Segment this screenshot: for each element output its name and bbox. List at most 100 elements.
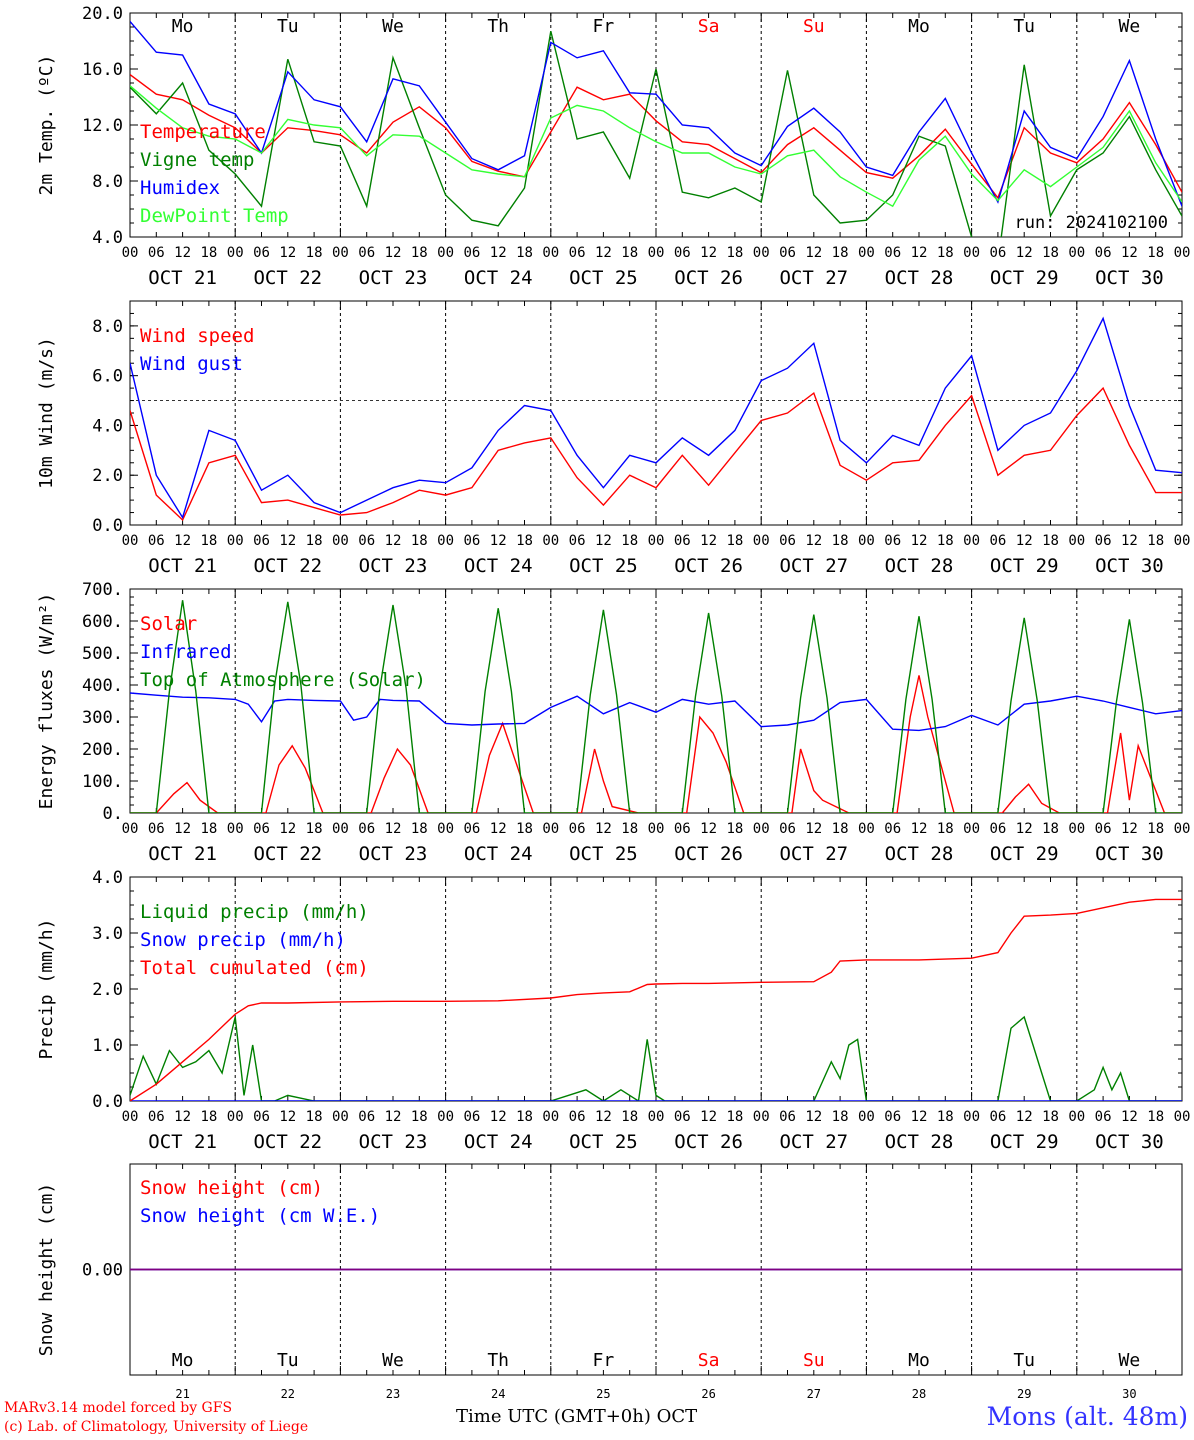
hour-tick-label: 00 xyxy=(122,533,139,549)
footer-lab: (c) Lab. of Climatology, University of L… xyxy=(4,1419,309,1435)
hour-tick-label: 00 xyxy=(648,245,665,261)
y-tick-label: 12.0 xyxy=(82,116,123,136)
hour-tick-label: 12 xyxy=(700,1109,717,1125)
hour-tick-label: 18 xyxy=(621,1109,638,1125)
series-line-0-3 xyxy=(130,85,1182,208)
hour-tick-label: 00 xyxy=(122,245,139,261)
date-label: OCT 30 xyxy=(1095,555,1164,577)
day-label: Th xyxy=(487,16,509,37)
hour-tick-label: 00 xyxy=(437,821,454,837)
hour-tick-label: 06 xyxy=(358,245,375,261)
series-line-0-0 xyxy=(130,74,1182,200)
hour-tick-label: 06 xyxy=(463,245,480,261)
hour-tick-label: 06 xyxy=(569,1109,586,1125)
series-line-0-2 xyxy=(130,20,1182,207)
hour-tick-label: 06 xyxy=(674,1109,691,1125)
footer-model: MARv3.14 model forced by GFS xyxy=(4,1400,233,1416)
date-label: OCT 24 xyxy=(464,555,533,577)
hour-tick-label: 12 xyxy=(385,533,402,549)
date-label: OCT 23 xyxy=(359,843,428,865)
hour-tick-label: 00 xyxy=(227,821,244,837)
day-label: Th xyxy=(487,1350,509,1371)
series-line-3-0 xyxy=(130,1015,1182,1101)
hour-tick-label: 00 xyxy=(437,533,454,549)
y-tick-label: 16.0 xyxy=(82,60,123,80)
hour-tick-label: 18 xyxy=(832,1109,849,1125)
hour-tick-label: 00 xyxy=(332,533,349,549)
hour-tick-label: 00 xyxy=(1068,1109,1085,1125)
hour-tick-label: 12 xyxy=(1121,1109,1138,1125)
hour-tick-label: 06 xyxy=(884,821,901,837)
date-label: OCT 25 xyxy=(569,267,638,289)
hour-tick-label: 18 xyxy=(937,821,954,837)
day-label: Su xyxy=(803,16,825,37)
series-line-0-1 xyxy=(130,31,1182,237)
day-label: Sa xyxy=(698,16,720,37)
y-tick-label: 200. xyxy=(82,740,123,760)
hour-tick-label: 00 xyxy=(1174,245,1191,261)
hour-tick-label: 06 xyxy=(569,533,586,549)
hour-tick-label: 00 xyxy=(1174,821,1191,837)
hour-tick-label: 12 xyxy=(174,245,191,261)
hour-tick-label: 06 xyxy=(989,533,1006,549)
date-label: OCT 30 xyxy=(1095,843,1164,865)
date-label: OCT 25 xyxy=(569,555,638,577)
y-tick-label: 100. xyxy=(82,772,123,792)
day-number-label: 21 xyxy=(175,1387,189,1401)
hour-tick-label: 12 xyxy=(1121,245,1138,261)
date-label: OCT 28 xyxy=(885,843,954,865)
panel-frame-0 xyxy=(129,12,1183,238)
date-label: OCT 24 xyxy=(464,843,533,865)
hour-tick-label: 12 xyxy=(1016,821,1033,837)
y-tick-label: 3.0 xyxy=(92,924,123,944)
y-tick-label: 0.0 xyxy=(92,516,123,536)
hour-tick-label: 18 xyxy=(516,245,533,261)
hour-tick-label: 06 xyxy=(989,1109,1006,1125)
hour-tick-label: 12 xyxy=(385,245,402,261)
hour-tick-label: 12 xyxy=(1016,1109,1033,1125)
day-number-label: 30 xyxy=(1122,1387,1136,1401)
y-tick-label: 6.0 xyxy=(92,367,123,387)
hour-tick-label: 06 xyxy=(569,821,586,837)
date-label: OCT 27 xyxy=(779,843,848,865)
date-label: OCT 22 xyxy=(253,267,322,289)
date-label: OCT 21 xyxy=(148,843,217,865)
date-label: OCT 26 xyxy=(674,555,743,577)
hour-tick-label: 18 xyxy=(516,821,533,837)
hour-tick-label: 18 xyxy=(832,821,849,837)
y-tick-label: 0.0 xyxy=(92,1092,123,1112)
day-label: Mo xyxy=(172,1350,194,1371)
date-label: OCT 23 xyxy=(359,267,428,289)
date-label: OCT 28 xyxy=(885,267,954,289)
y-tick-label: 0. xyxy=(103,804,123,824)
y-axis-label: Precip (mm/h) xyxy=(36,919,57,1060)
hour-tick-label: 06 xyxy=(463,533,480,549)
y-tick-label: 0.00 xyxy=(82,1261,123,1281)
day-number-label: 28 xyxy=(912,1387,926,1401)
hour-tick-label: 06 xyxy=(989,245,1006,261)
hour-tick-label: 00 xyxy=(227,1109,244,1125)
hour-tick-label: 12 xyxy=(805,245,822,261)
hour-tick-label: 12 xyxy=(700,533,717,549)
hour-tick-label: 12 xyxy=(911,533,928,549)
hour-tick-label: 00 xyxy=(963,533,980,549)
hour-tick-label: 18 xyxy=(411,1109,428,1125)
hour-tick-label: 18 xyxy=(200,1109,217,1125)
legend-entry: Snow height (cm) xyxy=(140,1177,323,1199)
hour-tick-label: 12 xyxy=(805,533,822,549)
date-label: OCT 28 xyxy=(885,555,954,577)
panel-frame-2 xyxy=(129,588,1183,814)
day-label: We xyxy=(382,16,404,37)
hour-tick-label: 18 xyxy=(1147,821,1164,837)
date-label: OCT 24 xyxy=(464,1131,533,1153)
hour-tick-label: 06 xyxy=(884,1109,901,1125)
legend-entry: Snow height (cm W.E.) xyxy=(140,1205,380,1227)
hour-tick-label: 06 xyxy=(148,245,165,261)
hour-tick-label: 00 xyxy=(122,821,139,837)
hour-tick-label: 18 xyxy=(200,245,217,261)
y-tick-label: 8.0 xyxy=(92,317,123,337)
hour-tick-label: 00 xyxy=(332,245,349,261)
day-label: Fr xyxy=(593,16,615,37)
hour-tick-label: 00 xyxy=(648,1109,665,1125)
hour-tick-label: 18 xyxy=(937,245,954,261)
